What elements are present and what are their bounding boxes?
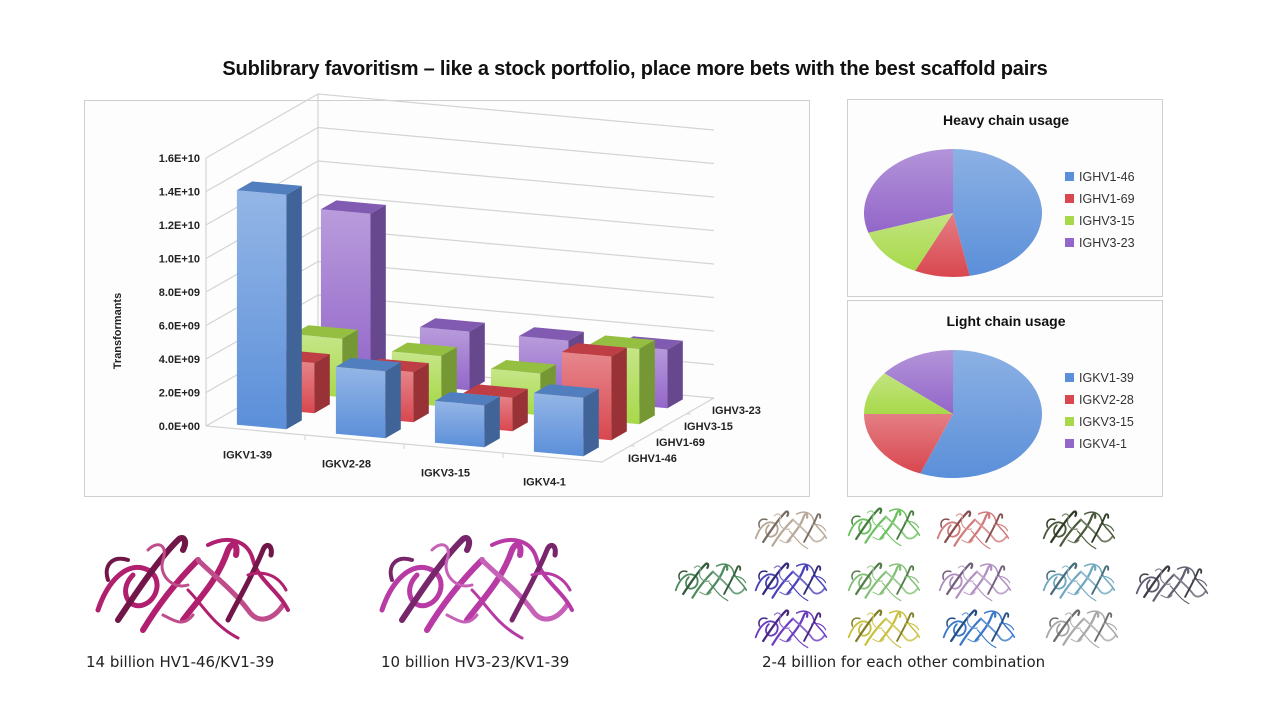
chart-bars <box>236 181 683 457</box>
depth-category-label: IGHV3-15 <box>684 421 733 433</box>
pie-title: Light chain usage <box>946 313 1065 329</box>
heavy-chain-pie-frame: Heavy chain usage IGHV1-46 IGHV1-69 IGHV3-… <box>847 99 1163 297</box>
x-category-label: IGKV1-39 <box>223 450 272 462</box>
y-tick-label: 1.6E+10 <box>159 153 200 165</box>
pie-slice-IGKV3-15 <box>864 373 953 414</box>
pie-legend: IGKV1-39 IGKV2-28 IGKV3-15 IGKV4-1 <box>1065 371 1134 451</box>
x-category-label: IGKV4-1 <box>523 477 566 489</box>
bar-chart-3d: 0.0E+00 2.0E+09 4.0E+09 6.0E+09 8.0E+09 1.0E+… <box>112 93 761 489</box>
protein-structure-other <box>1042 562 1116 602</box>
protein-structure-other <box>847 507 921 547</box>
legend-label: IGKV2-28 <box>1079 393 1134 407</box>
legend-swatch <box>1065 216 1074 225</box>
pie-slice-IGHV3-23 <box>864 149 953 233</box>
pie-slice-IGKV4-1 <box>884 350 953 414</box>
protein-structure-other <box>938 562 1012 602</box>
legend-swatch <box>1065 417 1074 426</box>
protein-structure-other <box>674 562 748 602</box>
light-chain-pie-frame: Light chain usage IGKV1-39 IGKV2-28 IGKV3-… <box>847 300 1163 497</box>
x-category-label: IGKV2-28 <box>322 459 371 471</box>
y-tick-label: 0.0E+00 <box>159 421 200 433</box>
caption-other-combinations: 2-4 billion for each other combination <box>762 653 1046 671</box>
heavy-chain-pie-chart: Heavy chain usage IGHV1-46 IGHV1-69 IGHV3-… <box>864 112 1135 277</box>
legend-label: IGHV1-69 <box>1079 192 1135 206</box>
pie-legend: IGHV1-46 IGHV1-69 IGHV3-15 IGHV3-23 <box>1065 170 1135 250</box>
bar-IGHV1-46-IGKV3-15 <box>434 392 500 448</box>
y-tick-label: 2.0E+09 <box>159 388 200 400</box>
legend-label: IGHV1-46 <box>1079 170 1135 184</box>
slide-title: Sublibrary favoritism – like a stock por… <box>222 58 1048 80</box>
protein-structure-other <box>1045 609 1119 649</box>
legend-swatch <box>1065 395 1074 404</box>
pie-slice-IGHV3-15 <box>868 213 953 271</box>
y-tick-label: 8.0E+09 <box>159 287 200 299</box>
legend-label: IGKV3-15 <box>1079 415 1134 429</box>
protein-structure-hv3-23-kv1-39 <box>379 535 574 640</box>
legend-swatch <box>1065 373 1074 382</box>
protein-structure-other <box>754 510 828 550</box>
protein-structure-other <box>847 609 921 649</box>
bar-IGHV1-46-IGKV1-39 <box>236 181 302 430</box>
protein-structure-other <box>1042 510 1116 550</box>
legend-label: IGKV1-39 <box>1079 371 1134 385</box>
protein-structure-other <box>754 562 828 602</box>
y-tick-label: 4.0E+09 <box>159 354 200 366</box>
pie-title: Heavy chain usage <box>943 112 1069 128</box>
legend-label: IGKV4-1 <box>1079 437 1127 451</box>
light-chain-pie-chart: Light chain usage IGKV1-39 IGKV2-28 IGKV3-… <box>864 313 1134 478</box>
bar-IGHV3-23-IGKV1-39 <box>320 200 386 382</box>
legend-swatch <box>1065 172 1074 181</box>
protein-structure-other <box>942 609 1016 649</box>
y-tick-label: 1.2E+10 <box>159 220 200 232</box>
bar-IGHV1-46-IGKV4-1 <box>533 384 599 457</box>
legend-label: IGHV3-23 <box>1079 236 1135 250</box>
y-axis-label: Transformants <box>112 293 124 369</box>
protein-structure-other <box>754 609 828 649</box>
bar-chart-frame: 0.0E+00 2.0E+09 4.0E+09 6.0E+09 8.0E+09 1.0E+… <box>84 93 810 497</box>
protein-structure-other <box>1135 565 1209 605</box>
y-tick-label: 1.4E+10 <box>159 187 200 199</box>
pie-slice-IGKV1-39 <box>920 350 1042 478</box>
protein-structure-other <box>847 562 921 602</box>
chart-axis-labels: 0.0E+00 2.0E+09 4.0E+09 6.0E+09 8.0E+09 1.0E+… <box>159 153 761 489</box>
protein-structure-hv1-46-kv1-39 <box>95 535 290 640</box>
pie-slice-IGHV1-69 <box>915 213 970 277</box>
y-tick-label: 1.0E+10 <box>159 254 200 266</box>
bar-IGHV1-46-IGKV2-28 <box>335 357 401 439</box>
protein-structure-other <box>936 510 1010 550</box>
legend-swatch <box>1065 194 1074 203</box>
caption-hv1-46-kv1-39: 14 billion HV1-46/KV1-39 <box>86 653 275 671</box>
pie-slice-IGKV2-28 <box>864 414 953 474</box>
y-tick-label: 6.0E+09 <box>159 321 200 333</box>
pie-slices <box>864 350 1042 478</box>
x-category-label: IGKV3-15 <box>421 468 470 480</box>
pie-slices <box>864 149 1042 277</box>
depth-category-label: IGHV3-23 <box>712 405 761 417</box>
legend-swatch <box>1065 238 1074 247</box>
legend-swatch <box>1065 439 1074 448</box>
depth-category-label: IGHV1-46 <box>628 453 677 465</box>
depth-category-label: IGHV1-69 <box>656 437 705 449</box>
pie-slice-IGHV1-46 <box>953 149 1042 276</box>
caption-hv3-23-kv1-39: 10 billion HV3-23/KV1-39 <box>381 653 570 671</box>
legend-label: IGHV3-15 <box>1079 214 1135 228</box>
